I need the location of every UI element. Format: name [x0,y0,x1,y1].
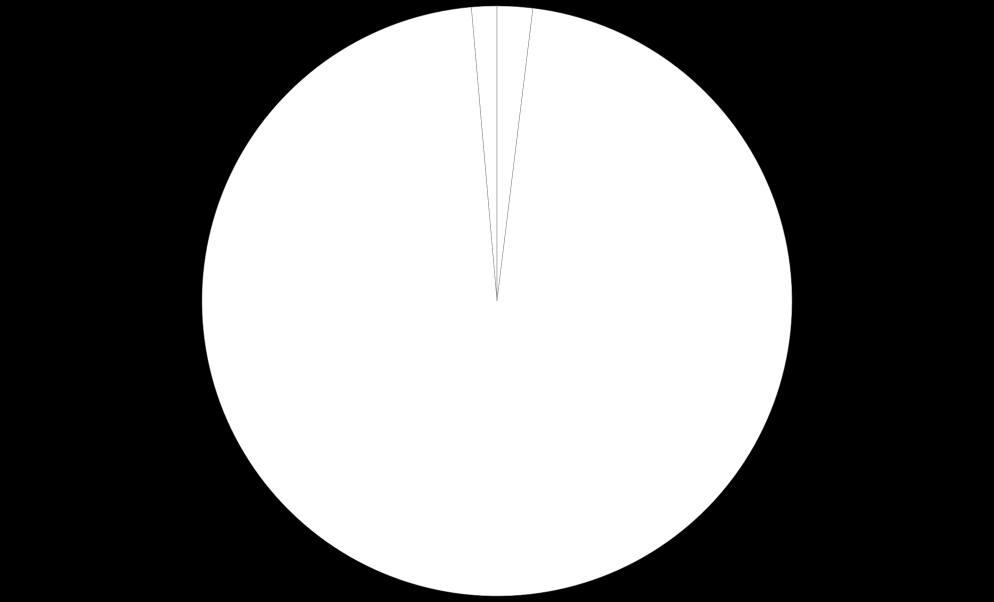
pie-chart [0,0,994,602]
